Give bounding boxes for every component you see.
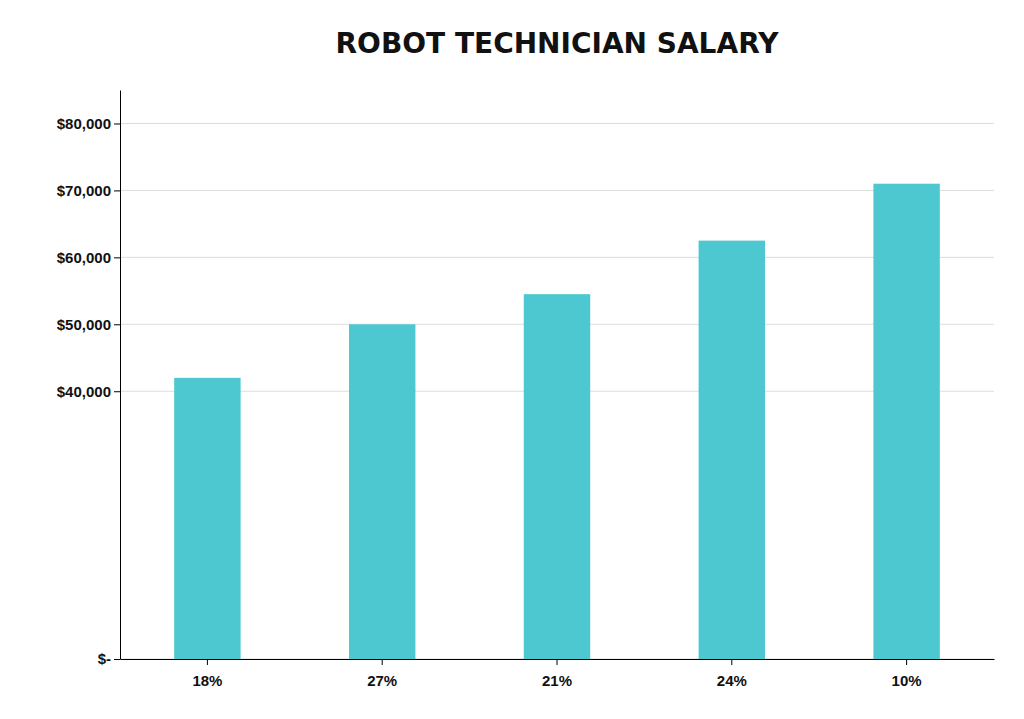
bar: [524, 294, 590, 659]
bar: [873, 184, 939, 659]
y-tick-label: $50,000: [57, 316, 111, 333]
x-tick-mark: [906, 659, 907, 665]
x-tick: 10%: [892, 659, 922, 689]
x-tick-label: 10%: [892, 672, 922, 689]
grid-line: [120, 190, 994, 191]
bar: [699, 241, 765, 659]
y-tick-mark: [114, 190, 120, 191]
y-tick-mark: [114, 257, 120, 258]
y-tick-mark: [114, 391, 120, 392]
title: ROBOT TECHNICIAN SALARY: [336, 27, 780, 60]
y-tick: $40,000: [57, 383, 120, 400]
plot-area: [174, 184, 940, 659]
y-tick-label: $70,000: [57, 182, 111, 199]
x-tick-label: 27%: [367, 672, 397, 689]
grid: [120, 123, 994, 659]
x-tick: 21%: [542, 659, 572, 689]
x-axis: 18% 27% 21% 24% 10%: [121, 659, 995, 689]
bar: [174, 378, 240, 659]
x-tick: 18%: [192, 659, 222, 689]
y-tick: $60,000: [57, 249, 120, 266]
y-tick-label: $80,000: [57, 115, 111, 132]
x-tick-mark: [207, 659, 208, 665]
x-tick-label: 21%: [542, 672, 572, 689]
y-tick: $50,000: [57, 316, 120, 333]
y-tick-label: $-: [98, 650, 111, 667]
x-tick: 27%: [367, 659, 397, 689]
x-tick-mark: [731, 659, 732, 665]
y-axis: $- $40,000 $50,000 $60,000 $70,000 $80,000: [57, 91, 121, 668]
x-tick-mark: [382, 659, 383, 665]
y-tick: $-: [98, 650, 120, 667]
y-tick-label: $60,000: [57, 249, 111, 266]
y-tick-mark: [114, 659, 120, 660]
x-tick-label: 18%: [192, 672, 222, 689]
y-tick: $70,000: [57, 182, 120, 199]
grid-line: [120, 123, 994, 124]
grid-line: [120, 257, 994, 258]
y-tick-mark: [114, 123, 120, 124]
x-tick-mark: [557, 659, 558, 665]
y-tick: $80,000: [57, 115, 120, 132]
chart: $- $40,000 $50,000 $60,000 $70,000 $80,000 18%…: [0, 0, 1024, 719]
y-axis-line: [120, 91, 121, 660]
y-tick-mark: [114, 324, 120, 325]
x-tick-label: 24%: [717, 672, 747, 689]
y-tick-label: $40,000: [57, 383, 111, 400]
bar: [349, 324, 415, 659]
x-tick: 24%: [717, 659, 747, 689]
